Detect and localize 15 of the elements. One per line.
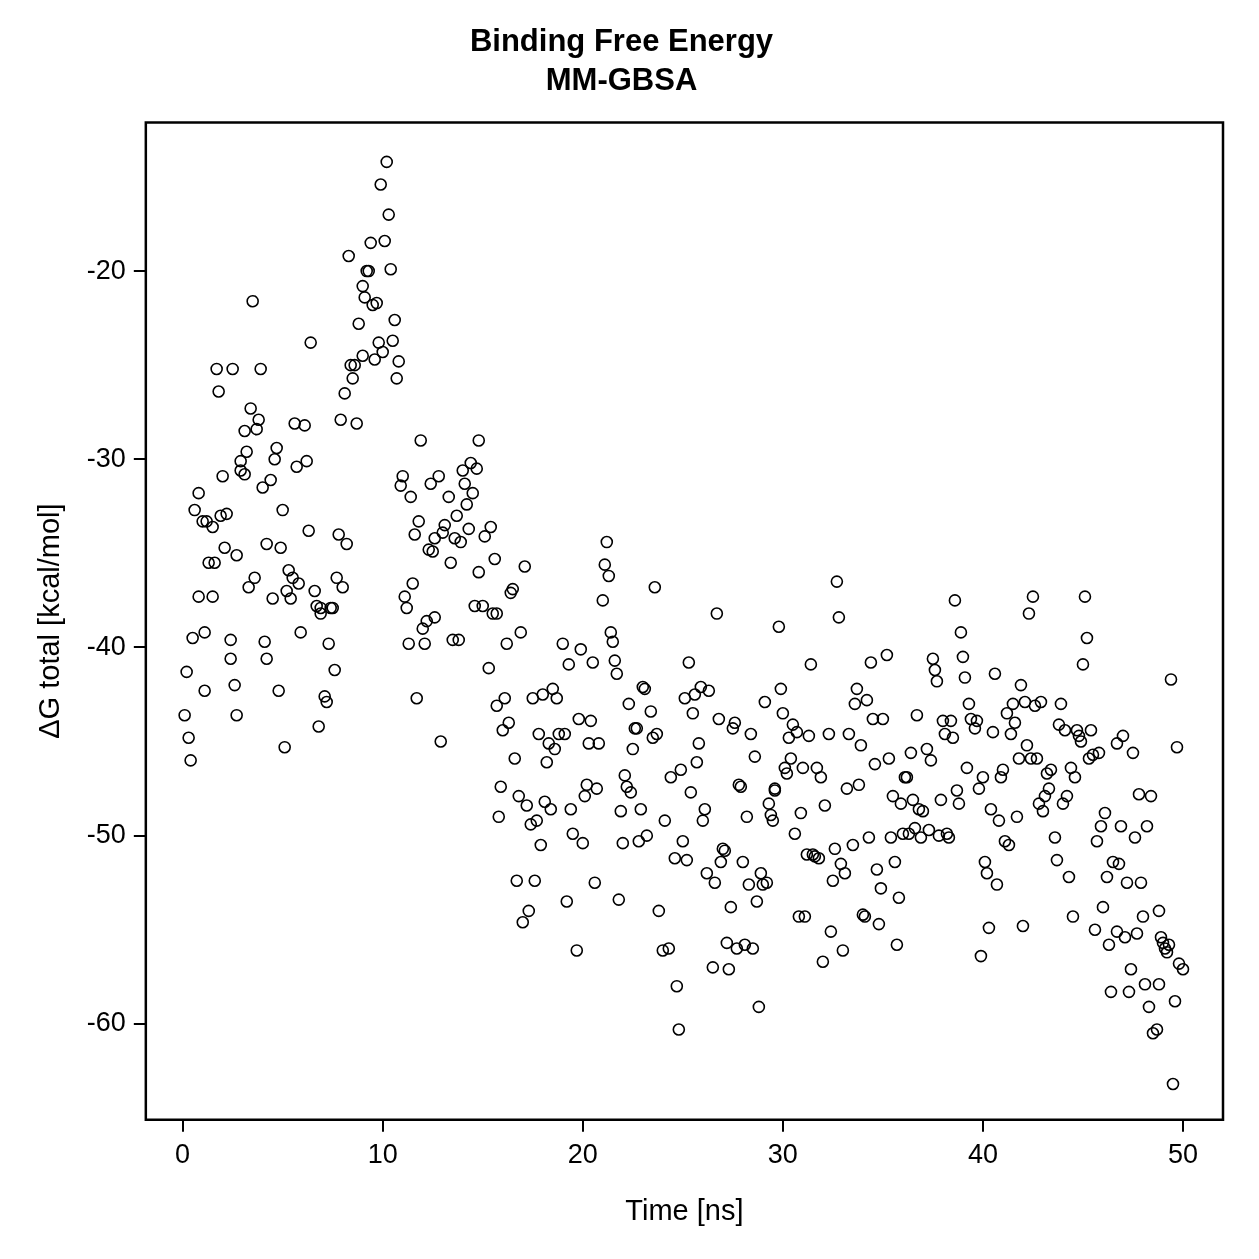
x-axis-title: Time [ns] bbox=[625, 1193, 744, 1226]
y-tick-label: -60 bbox=[86, 1007, 126, 1038]
x-tick-label: 30 bbox=[767, 1139, 798, 1170]
x-tick-label: 0 bbox=[175, 1139, 191, 1170]
x-tick-label: 10 bbox=[367, 1139, 398, 1170]
y-axis-title: ΔG total [kcal/mol] bbox=[33, 503, 66, 739]
y-tick-label: -20 bbox=[86, 254, 126, 285]
x-tick-label: 40 bbox=[967, 1139, 998, 1170]
chart-title: Binding Free Energy bbox=[469, 23, 774, 59]
y-tick-label: -40 bbox=[86, 630, 126, 661]
chart-subtitle: MM-GBSA bbox=[545, 62, 698, 98]
y-tick-label: -30 bbox=[86, 442, 126, 473]
x-tick-label: 50 bbox=[1167, 1139, 1199, 1170]
x-tick-label: 20 bbox=[567, 1139, 598, 1170]
y-tick-label: -50 bbox=[86, 819, 126, 850]
